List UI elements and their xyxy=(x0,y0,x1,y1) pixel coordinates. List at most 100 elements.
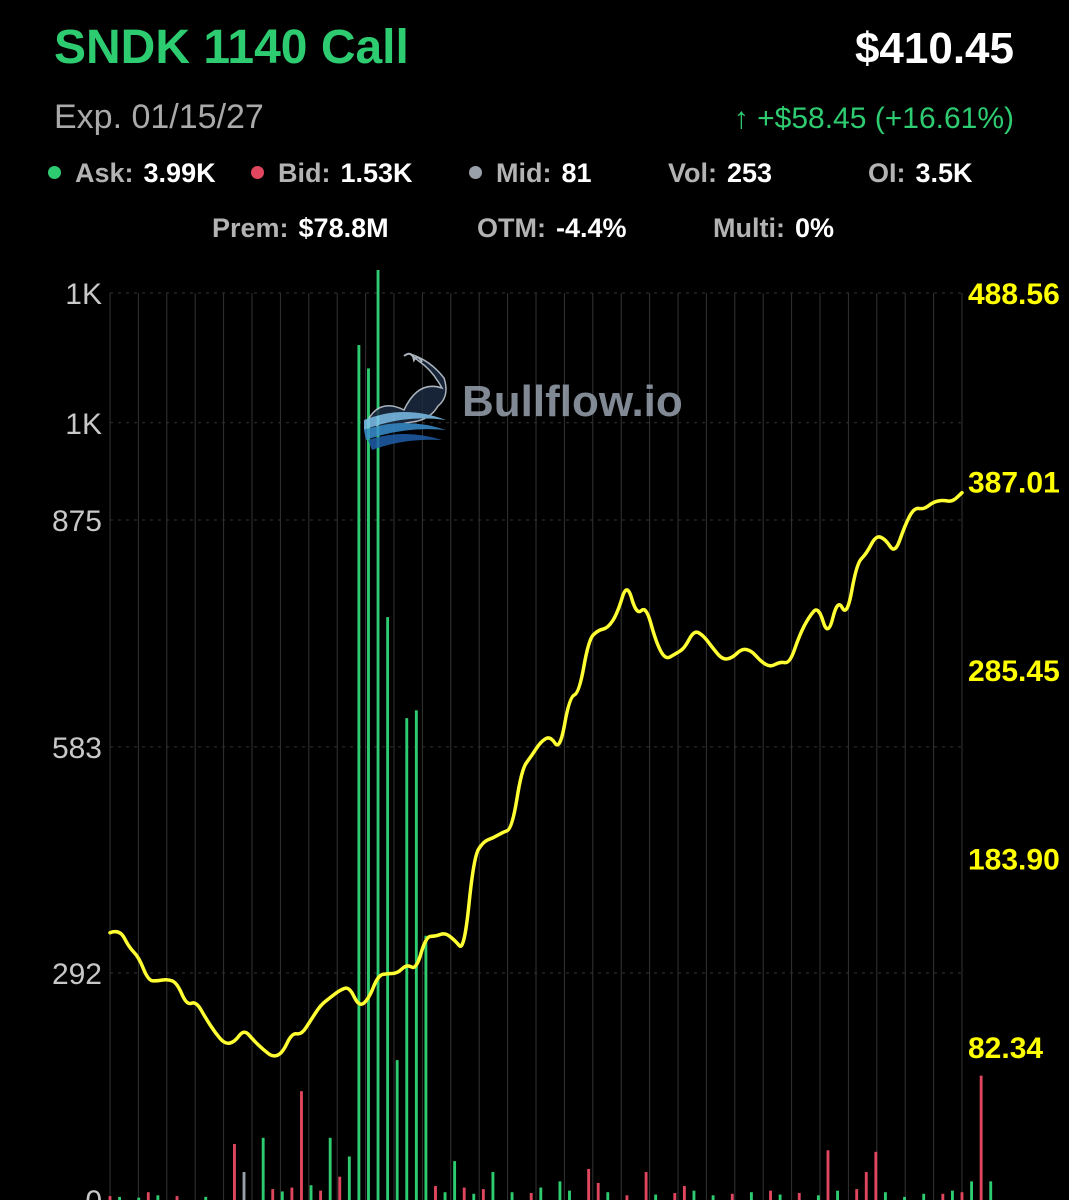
volume-bar xyxy=(558,1181,562,1200)
volume-bar xyxy=(826,1150,830,1200)
volume-bar xyxy=(300,1091,303,1200)
volume-bar xyxy=(472,1193,476,1200)
volume-bar xyxy=(587,1168,591,1200)
volume-bar xyxy=(922,1193,926,1200)
volume-bar xyxy=(137,1197,141,1200)
right-tick-label: 82.34 xyxy=(968,1032,1043,1065)
expiration-date: Exp. 01/15/27 xyxy=(54,98,264,136)
right-tick-label: 387.01 xyxy=(968,467,1060,500)
price-change: ↑ +$58.45 (+16.61%) xyxy=(733,102,1014,135)
volume-bar xyxy=(836,1190,839,1200)
watermark-text: Bullflow.io xyxy=(462,377,683,426)
volume-bar xyxy=(453,1161,457,1200)
volume-bar xyxy=(357,345,361,1200)
volume-bar xyxy=(596,1182,600,1200)
right-tick-label: 285.45 xyxy=(968,655,1060,688)
stat-otm: OTM: -4.4% xyxy=(477,213,627,243)
volume-bar xyxy=(864,1172,868,1200)
volume-bar xyxy=(673,1193,677,1200)
mid-value: 81 xyxy=(561,158,592,188)
volume-bar xyxy=(730,1193,734,1200)
volume-bar xyxy=(462,1187,466,1200)
stats-row-1: Ask: 3.99K Bid: 1.53K Mid: 81 Vol: 253 OI: 3.… xyxy=(0,158,1069,194)
volume-bar xyxy=(443,1192,447,1200)
left-tick-label: 292 xyxy=(52,958,102,991)
ask-dot-icon xyxy=(48,166,61,179)
volume-bar xyxy=(778,1194,782,1200)
left-tick-label: 1K xyxy=(65,408,102,441)
volume-bar xyxy=(118,1196,122,1200)
left-axis: 1K 1K 875 583 292 0 xyxy=(52,278,102,1200)
volume-bar xyxy=(328,1137,332,1200)
volume-bar xyxy=(979,1075,983,1200)
multi-value: 0% xyxy=(794,213,835,243)
right-tick-label: 488.56 xyxy=(968,278,1060,311)
stats-row-2: Prem: $78.8M OTM: -4.4% Multi: 0% xyxy=(0,213,1069,249)
volume-bar xyxy=(290,1187,294,1200)
left-tick-label: 0 xyxy=(85,1185,102,1200)
right-axis: 488.56 387.01 285.45 183.90 82.34 xyxy=(968,278,1060,1065)
oi-value: 3.5K xyxy=(915,158,973,188)
volume-bar xyxy=(347,1156,351,1200)
volume-bar xyxy=(271,1189,275,1200)
volume-bar xyxy=(204,1196,208,1200)
stat-bid: Bid: 1.53K xyxy=(251,158,413,189)
contract-title: SNDK 1140 Call xyxy=(54,21,409,74)
left-tick-label: 583 xyxy=(52,732,102,765)
volume-bar xyxy=(434,1186,437,1200)
price-line xyxy=(108,490,964,1058)
volume-bar xyxy=(108,1196,112,1200)
volume-bar xyxy=(376,270,380,1200)
price-volume-chart[interactable]: 1K 1K 875 583 292 0 488.56 387.01 285.45 183.90 8… xyxy=(0,270,1069,1200)
volume-bar xyxy=(692,1190,696,1200)
volume-bar xyxy=(481,1189,485,1200)
volume-bar xyxy=(510,1192,514,1200)
volume-bar xyxy=(414,710,418,1200)
prem-value: $78.8M xyxy=(298,213,389,243)
volume-bar xyxy=(941,1193,945,1200)
volume-bar xyxy=(529,1193,533,1200)
volume-bar xyxy=(386,617,390,1200)
volume-bar xyxy=(395,1060,399,1200)
volume-bar xyxy=(405,718,409,1200)
volume-bar xyxy=(338,1176,342,1200)
stat-multi: Multi: 0% xyxy=(713,213,835,243)
volume-bar xyxy=(625,1195,629,1200)
volume-bars xyxy=(108,270,993,1200)
volume-bar xyxy=(606,1192,610,1200)
otm-value: -4.4% xyxy=(555,213,627,243)
volume-bar xyxy=(903,1196,906,1200)
bid-dot-icon xyxy=(251,166,264,179)
volume-bar xyxy=(797,1193,801,1200)
volume-bar xyxy=(883,1192,887,1200)
volume-bar xyxy=(989,1181,993,1200)
volume-bar xyxy=(367,368,370,1200)
watermark: Bullflow.io xyxy=(364,352,683,450)
stat-vol: Vol: 253 xyxy=(668,158,773,188)
volume-bar xyxy=(280,1191,284,1200)
ask-value: 3.99K xyxy=(143,158,216,188)
volume-bar xyxy=(233,1144,236,1200)
stat-ask: Ask: 3.99K xyxy=(48,158,216,189)
stat-prem: Prem: $78.8M xyxy=(212,213,389,243)
volume-bar xyxy=(491,1172,495,1200)
volume-bar xyxy=(874,1151,878,1200)
left-tick-label: 1K xyxy=(65,278,102,311)
bull-logo-icon xyxy=(364,352,447,450)
volume-bar xyxy=(960,1192,964,1200)
volume-bar xyxy=(424,935,428,1200)
volume-bar xyxy=(319,1190,323,1200)
volume-bar xyxy=(711,1195,715,1200)
current-price: $410.45 xyxy=(854,24,1014,73)
volume-bar xyxy=(970,1181,974,1200)
vol-value: 253 xyxy=(727,158,773,188)
volume-bar xyxy=(568,1190,571,1200)
volume-bar xyxy=(749,1192,753,1200)
volume-bar xyxy=(682,1186,686,1200)
mid-dot-icon xyxy=(469,166,482,179)
volume-bar xyxy=(242,1172,246,1200)
right-tick-label: 183.90 xyxy=(968,844,1060,877)
bid-value: 1.53K xyxy=(340,158,413,188)
volume-bar xyxy=(539,1187,543,1200)
volume-bar xyxy=(146,1192,150,1200)
